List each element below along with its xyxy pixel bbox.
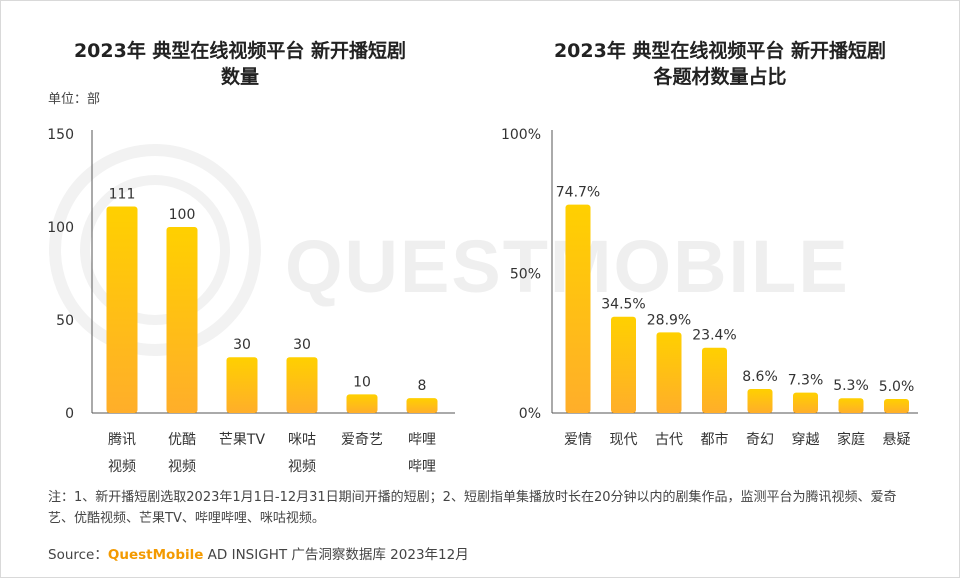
genre-category-label: 悬疑 [883, 432, 911, 448]
source-brand: QuestMobile [107, 547, 204, 563]
platform-category-label: 芒果TV [219, 432, 266, 448]
platform-category-label: 视频 [168, 459, 196, 475]
footnote: 注：1、新开播短剧选取2023年1月1日-12月31日期间开播的短剧；2、短剧指… [48, 490, 897, 526]
platform-bar [226, 357, 258, 413]
platform-bar [346, 394, 378, 413]
genre-category-label: 爱情 [564, 432, 592, 448]
genre-category-label: 家庭 [837, 431, 865, 448]
platform-category-label: 视频 [108, 459, 136, 475]
genre-bar [702, 347, 727, 413]
bar-chart-genres: 0% 50% 100% 74.7% 爱情 34.5% 现代 28.9% 古代 23.4% 都市 8.6… [501, 127, 918, 448]
genre-category-label: 古代 [655, 432, 683, 448]
source-line: Source：QuestMobile AD INSIGHT 广告洞察数据库 20… [48, 543, 469, 563]
platform-y-tick-label: 100 [47, 220, 74, 236]
right-chart-title-line1: 2023年 典型在线视频平台 新开播短剧 [553, 40, 887, 62]
platform-category-label: 咪咕 [288, 432, 316, 448]
platform-data-label: 10 [353, 374, 371, 390]
genre-bar [884, 399, 909, 413]
genre-data-label: 23.4% [692, 328, 736, 344]
left-chart-unit: 单位：部 [48, 92, 101, 107]
platform-y-tick-label: 150 [47, 127, 74, 143]
platform-bar [106, 206, 138, 413]
bar-chart-platforms: 0 50 100 150 111 腾讯视频 100 优酷视频 30 芒果TV 30 咪咕视频 10 爱奇艺… [47, 127, 455, 475]
left-chart-title-line1: 2023年 典型在线视频平台 新开播短剧 [73, 40, 407, 62]
genre-data-label: 5.3% [833, 378, 869, 394]
genre-category-label: 奇幻 [746, 431, 774, 448]
right-chart-title: 2023年 典型在线视频平台 新开播短剧 各题材数量占比 [520, 38, 920, 90]
platform-category-label: 优酷 [168, 432, 196, 448]
platform-data-label: 30 [293, 337, 311, 353]
platform-data-label: 111 [109, 187, 136, 203]
genre-y-tick-label: 50% [510, 267, 541, 283]
genre-bar [656, 332, 682, 413]
genre-data-label: 74.7% [556, 185, 600, 201]
right-chart-title-line2: 各题材数量占比 [653, 66, 787, 88]
watermark-logo-ring-inner [80, 175, 230, 325]
left-chart-title-line2: 数量 [220, 66, 259, 88]
source-rest: AD INSIGHT 广告洞察数据库 2023年12月 [203, 547, 469, 563]
genre-y-tick-label: 0% [519, 406, 541, 422]
platform-category-label: 哔哩 [408, 432, 436, 448]
genre-data-label: 5.0% [879, 379, 915, 395]
genre-data-label: 8.6% [742, 369, 778, 385]
platform-category-label: 视频 [288, 459, 316, 475]
platform-category-label: 哔哩 [408, 459, 436, 475]
genre-bar [611, 316, 636, 413]
genre-bar [838, 398, 864, 413]
left-chart-title: 2023年 典型在线视频平台 新开播短剧 数量 [40, 38, 440, 90]
platform-bar [166, 227, 198, 413]
platform-bar [286, 357, 318, 413]
platform-category-label: 爱奇艺 [341, 431, 383, 448]
watermark-logo-ring [49, 144, 261, 356]
genre-bar [793, 392, 818, 413]
genre-data-label: 28.9% [647, 312, 691, 328]
platform-data-label: 100 [169, 207, 196, 223]
platform-data-label: 30 [233, 337, 251, 353]
genre-category-label: 穿越 [792, 432, 820, 448]
genre-bar [565, 204, 591, 413]
platform-bar [406, 398, 438, 413]
genre-data-label: 34.5% [601, 297, 645, 313]
genre-category-label: 都市 [701, 431, 729, 448]
source-prefix: Source： [48, 547, 108, 563]
genre-category-label: 现代 [610, 432, 638, 448]
genre-data-label: 7.3% [788, 373, 824, 389]
platform-category-label: 腾讯 [108, 431, 136, 448]
platform-y-tick-label: 0 [65, 406, 74, 422]
platform-y-tick-label: 50 [56, 313, 74, 329]
genre-bar [747, 389, 773, 413]
platform-data-label: 8 [418, 378, 427, 394]
genre-y-tick-label: 100% [501, 127, 541, 143]
